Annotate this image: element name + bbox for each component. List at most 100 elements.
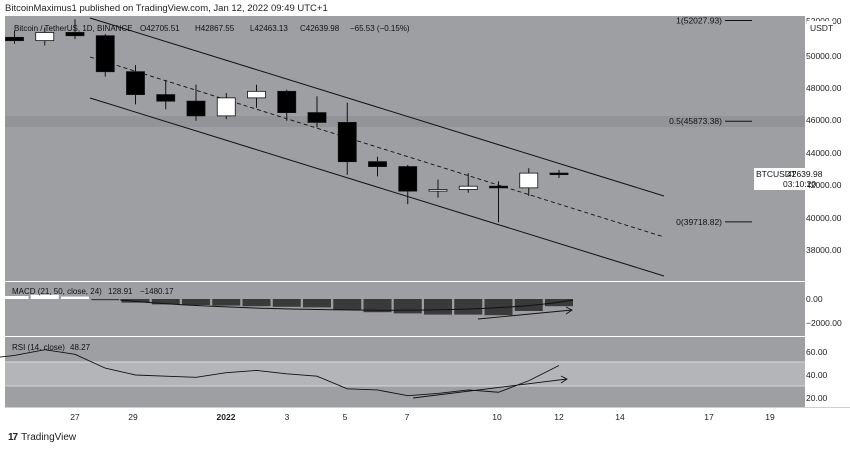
candle-body — [277, 90, 297, 114]
macd-bar — [61, 296, 89, 299]
macd-trend-arrow — [477, 306, 573, 320]
macd-bar — [0, 296, 29, 299]
candle-body — [126, 71, 145, 96]
price-tick: 38000.00 — [806, 245, 842, 255]
fib-level-label: 0.5(45873.38) — [669, 116, 722, 126]
tradingview-brand: 17 TradingView — [8, 432, 76, 443]
candle-body — [247, 90, 266, 99]
macd-value-1: 128.91 — [108, 287, 133, 296]
chart-symbol-title: Bitcoin / TetherUS, 1D, BINANCE — [14, 24, 133, 33]
macd-bar — [333, 299, 362, 310]
macd-label: MACD (21, 50, close, 24) — [12, 287, 102, 296]
macd-bar — [212, 299, 241, 306]
macd-bar — [91, 299, 120, 301]
macd-bar — [151, 299, 180, 305]
current-price-box — [754, 168, 808, 190]
candle-body — [549, 172, 569, 176]
ohlc-open: O42705.51 — [140, 24, 180, 33]
candle-body — [95, 35, 115, 73]
rsi-line — [0, 349, 560, 397]
candle-body — [5, 36, 24, 42]
rsi-tick: 20.00 — [806, 393, 828, 403]
time-tick: 12 — [554, 412, 564, 422]
macd-bar — [363, 299, 392, 313]
macd-bar — [121, 299, 150, 303]
macd-bar — [393, 299, 422, 314]
channel-upper-line — [89, 17, 665, 197]
rsi-trend-arrow — [412, 375, 568, 399]
rsi-label: RSI (14, close) — [12, 343, 65, 352]
macd-bar — [514, 299, 543, 311]
time-axis: 27 29 2022 3 5 7 10 12 14 17 19 — [70, 412, 775, 422]
fib-zone — [5, 116, 805, 127]
price-tick: 50000.00 — [806, 51, 842, 61]
candle-body — [156, 94, 176, 102]
candle-body — [186, 100, 206, 117]
candle-body — [65, 32, 85, 37]
fib-level-label: 0(39718.82) — [676, 217, 722, 227]
rsi-series — [0, 349, 560, 397]
macd-tick: 0.00 — [806, 294, 823, 304]
macd-tick: −2000.00 — [806, 318, 842, 328]
time-tick: 10 — [492, 412, 502, 422]
candle-body — [368, 161, 387, 167]
macd-bar — [303, 299, 331, 308]
time-tick: 2022 — [217, 412, 236, 422]
current-symbol: BTCUSDT — [756, 169, 796, 179]
time-tick: 19 — [765, 412, 775, 422]
macd-bar — [454, 299, 483, 315]
tradingview-brand-text: TradingView — [21, 432, 77, 443]
macd-bar — [484, 299, 513, 316]
quote-currency-box — [807, 21, 833, 34]
ohlc-close: C42639.98 — [300, 24, 340, 33]
macd-bar — [424, 299, 452, 315]
price-pane-background — [5, 16, 805, 281]
candle-body — [35, 32, 55, 42]
fib-levels: 1(52027.93) 0.5(45873.38) 0(39718.82) — [669, 16, 752, 227]
price-tick: 46000.00 — [806, 115, 842, 125]
macd-histogram — [0, 294, 573, 316]
fib-level-label: 1(52027.93) — [676, 16, 722, 26]
current-price: 42639.98 — [787, 169, 823, 179]
candle-body — [428, 189, 448, 192]
time-tick: 14 — [615, 412, 625, 422]
ohlc-low: L42463.13 — [250, 24, 288, 33]
time-tick: 17 — [704, 412, 714, 422]
macd-bar — [272, 299, 301, 307]
price-tick: 42000.00 — [806, 180, 842, 190]
rsi-tick: 60.00 — [806, 347, 828, 357]
candle-body — [458, 185, 478, 190]
candle-body — [398, 166, 418, 192]
ohlc-change: −65.53 (−0.15%) — [350, 24, 410, 33]
macd-curve — [119, 299, 574, 311]
btc-chart: 1(52027.93) 0.5(45873.38) 0(39718.82) Bitc… — [0, 16, 850, 422]
price-tick: 40000.00 — [806, 213, 842, 223]
candle-body — [519, 172, 539, 189]
rsi-value: 48.27 — [70, 343, 91, 352]
price-axis: 52000.00 50000.00 48000.00 46000.00 4400… — [806, 16, 842, 255]
macd-bar — [30, 294, 59, 299]
candles — [5, 19, 569, 223]
candle-body — [307, 112, 327, 123]
ohlc-high: H42867.55 — [195, 24, 235, 33]
candle-countdown: 03:10:20 — [783, 179, 816, 189]
candle-body — [337, 122, 357, 163]
publisher-line: BitcoinMaximus1 published on TradingView… — [5, 3, 328, 14]
time-tick: 5 — [343, 412, 348, 422]
macd-bar — [242, 299, 271, 307]
time-tick: 3 — [285, 412, 290, 422]
macd-value-2: −1480.17 — [140, 287, 174, 296]
time-tick: 29 — [128, 412, 138, 422]
channel-lower-line — [89, 97, 665, 277]
tradingview-logo-icon: 17 — [8, 432, 18, 443]
rsi-band — [5, 362, 805, 386]
candle-body — [216, 97, 236, 117]
channel-middle-line — [89, 56, 665, 238]
quote-currency-label: USDT — [810, 23, 833, 33]
price-tick: 48000.00 — [806, 83, 842, 93]
time-tick: 7 — [405, 412, 410, 422]
time-tick: 27 — [70, 412, 80, 422]
price-tick: 44000.00 — [806, 148, 842, 158]
candle-body — [489, 185, 508, 189]
rsi-tick: 40.00 — [806, 370, 828, 380]
